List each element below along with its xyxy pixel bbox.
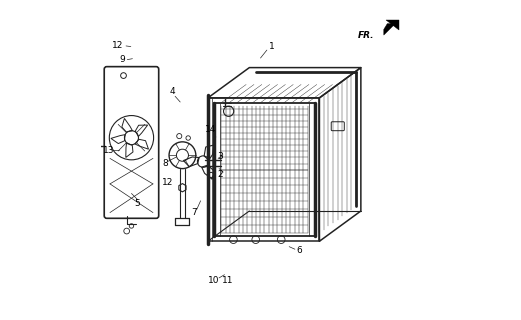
Text: 12: 12 [163,178,174,187]
Text: 3: 3 [217,152,223,161]
Text: 2: 2 [217,170,223,179]
Text: 8: 8 [162,159,168,168]
Text: 9: 9 [119,55,125,64]
Polygon shape [384,24,395,35]
Text: 13: 13 [103,146,114,155]
Text: 11: 11 [222,276,234,285]
Text: 5: 5 [134,198,140,207]
Text: 4: 4 [169,87,175,96]
Text: 6: 6 [296,246,302,255]
Text: 1: 1 [269,42,275,52]
Text: 7: 7 [191,208,197,217]
Text: 10: 10 [208,276,219,285]
Text: 12: 12 [113,41,124,51]
Text: 14: 14 [204,125,216,134]
Text: FR.: FR. [357,31,374,40]
Polygon shape [387,20,399,30]
